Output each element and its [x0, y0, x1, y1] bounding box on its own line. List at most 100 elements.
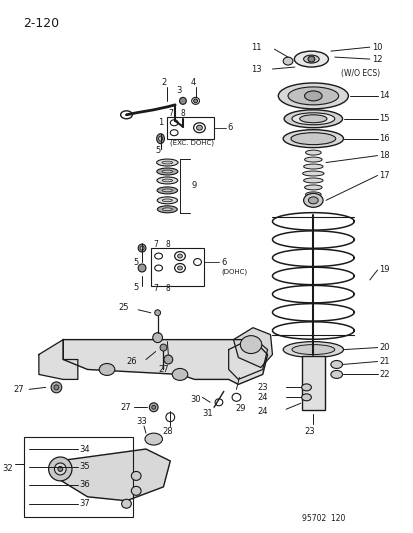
Ellipse shape [48, 457, 72, 481]
Text: 14: 14 [379, 91, 389, 100]
Ellipse shape [162, 208, 172, 211]
Text: 17: 17 [379, 171, 389, 180]
Ellipse shape [152, 333, 162, 343]
Ellipse shape [157, 187, 177, 194]
Ellipse shape [157, 197, 177, 204]
Text: 4: 4 [190, 78, 196, 87]
Text: 22: 22 [379, 370, 389, 379]
Ellipse shape [161, 161, 172, 164]
Text: 9: 9 [191, 181, 197, 190]
Text: 20: 20 [379, 343, 389, 352]
Ellipse shape [302, 171, 323, 176]
Text: 8: 8 [165, 240, 170, 248]
Text: 2: 2 [161, 78, 167, 87]
Ellipse shape [177, 254, 182, 258]
Text: 5: 5 [154, 146, 160, 155]
Ellipse shape [161, 170, 172, 173]
Ellipse shape [164, 355, 172, 364]
Ellipse shape [305, 150, 320, 155]
Text: 15: 15 [379, 114, 389, 123]
Polygon shape [58, 449, 170, 501]
Text: 32: 32 [2, 464, 12, 473]
Ellipse shape [304, 185, 321, 190]
Ellipse shape [282, 342, 343, 358]
Ellipse shape [290, 133, 335, 144]
Text: 7: 7 [153, 240, 158, 248]
Ellipse shape [330, 360, 342, 368]
Ellipse shape [301, 384, 311, 391]
Text: (W/O ECS): (W/O ECS) [340, 69, 379, 77]
Ellipse shape [177, 266, 182, 270]
Text: 5: 5 [133, 257, 138, 266]
Bar [24, 437, 133, 516]
Ellipse shape [294, 51, 328, 67]
Text: 27: 27 [120, 403, 131, 412]
Ellipse shape [154, 310, 160, 316]
Ellipse shape [291, 345, 334, 354]
Ellipse shape [157, 177, 177, 184]
Text: 36: 36 [80, 480, 90, 489]
Text: (DOHC): (DOHC) [221, 269, 247, 275]
Text: 24: 24 [256, 407, 267, 416]
Text: 18: 18 [379, 151, 389, 160]
Ellipse shape [138, 264, 146, 272]
Ellipse shape [131, 471, 141, 480]
Ellipse shape [303, 164, 322, 169]
Ellipse shape [299, 115, 326, 123]
Text: 16: 16 [379, 134, 389, 143]
Text: 11: 11 [250, 43, 261, 52]
Text: 23: 23 [304, 426, 314, 435]
Ellipse shape [308, 197, 318, 204]
Text: 35: 35 [80, 463, 90, 472]
Ellipse shape [305, 192, 320, 197]
Text: 28: 28 [161, 426, 172, 435]
Polygon shape [39, 340, 78, 379]
Text: 23: 23 [256, 383, 267, 392]
Text: 26: 26 [126, 357, 137, 366]
Ellipse shape [156, 134, 164, 144]
Ellipse shape [55, 463, 66, 475]
Text: 95702  120: 95702 120 [301, 514, 344, 523]
Text: 19: 19 [379, 265, 389, 274]
Ellipse shape [140, 246, 144, 250]
Text: 25: 25 [119, 303, 129, 312]
Ellipse shape [278, 83, 347, 109]
Text: 5: 5 [133, 284, 138, 293]
Text: 33: 33 [136, 417, 147, 426]
Ellipse shape [283, 110, 342, 128]
Text: (EXC. DOHC): (EXC. DOHC) [170, 140, 214, 146]
Ellipse shape [303, 55, 318, 63]
Text: 12: 12 [371, 54, 381, 63]
Polygon shape [233, 328, 272, 367]
Text: 29: 29 [235, 404, 245, 413]
Bar [167, 117, 214, 139]
Text: 8: 8 [180, 109, 185, 118]
Ellipse shape [131, 486, 141, 495]
Ellipse shape [330, 370, 342, 378]
Text: 3: 3 [176, 86, 181, 95]
Ellipse shape [240, 336, 261, 353]
Ellipse shape [162, 199, 172, 201]
Text: 30: 30 [190, 395, 201, 404]
Ellipse shape [303, 178, 322, 183]
Ellipse shape [291, 113, 334, 125]
Ellipse shape [193, 99, 197, 103]
Text: 21: 21 [379, 357, 389, 366]
Ellipse shape [196, 125, 202, 130]
Ellipse shape [287, 87, 338, 105]
Ellipse shape [54, 385, 59, 390]
Text: 2-120: 2-120 [23, 17, 59, 30]
Text: 6: 6 [227, 123, 233, 132]
Ellipse shape [162, 179, 172, 182]
Ellipse shape [121, 499, 131, 508]
Ellipse shape [58, 466, 63, 471]
Ellipse shape [301, 394, 311, 401]
Ellipse shape [304, 157, 321, 162]
Text: 37: 37 [80, 499, 90, 508]
Text: 34: 34 [80, 445, 90, 454]
Bar [301, 356, 324, 410]
Ellipse shape [149, 403, 158, 411]
Polygon shape [228, 337, 267, 379]
Text: 7: 7 [153, 285, 158, 293]
Ellipse shape [157, 206, 177, 213]
